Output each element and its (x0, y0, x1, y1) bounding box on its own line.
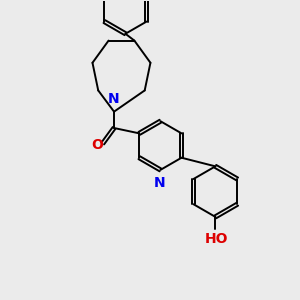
Text: O: O (92, 138, 103, 152)
Text: N: N (108, 92, 120, 106)
Text: N: N (154, 176, 166, 190)
Text: HO: HO (205, 232, 229, 246)
